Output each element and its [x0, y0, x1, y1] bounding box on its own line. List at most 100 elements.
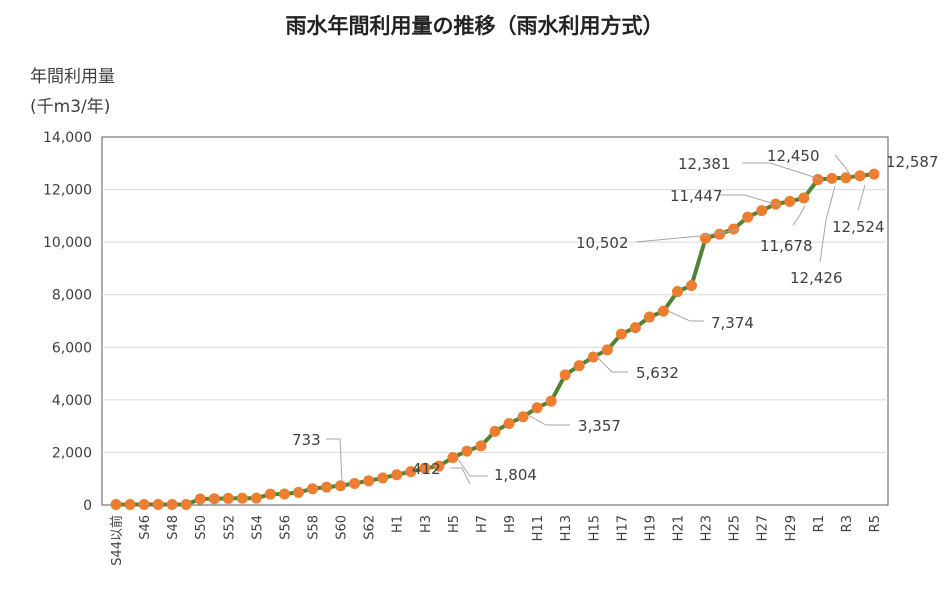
y-tick-label: 8,000	[52, 288, 92, 304]
data-label-leader	[595, 355, 628, 373]
data-label: 11,447	[670, 187, 723, 205]
data-point	[475, 440, 487, 452]
data-label: 11,678	[760, 237, 813, 255]
data-point	[433, 460, 445, 472]
x-tick-label: S54	[250, 515, 265, 540]
x-tick-label: H13	[559, 515, 574, 541]
x-tick-label: H21	[671, 515, 686, 541]
data-point	[278, 488, 290, 500]
x-tick-label: H25	[728, 515, 743, 541]
x-tick-label: S60	[335, 515, 350, 540]
data-point	[643, 311, 655, 323]
data-point	[854, 170, 866, 182]
x-tick-label: H23	[700, 515, 715, 541]
data-point	[826, 172, 838, 184]
x-tick-label: S50	[194, 515, 209, 540]
data-point	[503, 418, 515, 430]
data-label-leader	[456, 457, 488, 477]
data-label: 12,426	[790, 269, 843, 287]
data-point	[587, 351, 599, 363]
data-point	[517, 411, 529, 423]
data-point	[250, 492, 262, 504]
data-point	[236, 492, 248, 504]
plot-frame	[101, 136, 889, 506]
data-label: 12,381	[678, 155, 731, 173]
x-tick-label: S48	[166, 515, 181, 540]
data-label: 3,357	[578, 417, 621, 435]
y-tick-label: 14,000	[43, 130, 92, 146]
data-point	[686, 280, 698, 292]
data-point	[545, 395, 557, 407]
data-point	[335, 480, 347, 492]
y-tick-label: 6,000	[52, 340, 92, 356]
data-point	[615, 328, 627, 340]
data-point	[714, 228, 726, 240]
data-point	[798, 192, 810, 204]
data-point	[756, 205, 768, 217]
x-tick-label: H15	[587, 515, 602, 541]
data-point	[671, 286, 683, 298]
data-label: 412	[412, 460, 441, 478]
data-label-leader	[792, 205, 806, 226]
data-point	[208, 493, 220, 505]
data-point	[601, 344, 613, 356]
data-point	[742, 211, 754, 223]
data-label-leader	[834, 154, 852, 177]
data-point	[559, 369, 571, 381]
data-point	[124, 498, 136, 510]
data-label-leader	[635, 229, 739, 243]
data-label-leader	[819, 185, 836, 263]
x-tick-label: H9	[503, 515, 518, 533]
y-tick-label: 12,000	[43, 183, 92, 199]
data-point	[728, 223, 740, 235]
series-line	[116, 172, 875, 507]
data-label-leader	[742, 162, 821, 180]
x-tick-label: R5	[868, 515, 883, 532]
x-tick-label: H5	[447, 515, 462, 533]
x-tick-label: H29	[784, 515, 799, 541]
data-point	[784, 195, 796, 207]
x-tick-label: S58	[307, 515, 322, 540]
data-point	[194, 493, 206, 505]
data-point	[391, 469, 403, 481]
data-point	[629, 322, 641, 334]
y-tick-label: 10,000	[43, 235, 92, 251]
data-point	[489, 425, 501, 437]
x-tick-label: S62	[363, 515, 378, 540]
data-label-leader	[719, 194, 779, 206]
x-tick-label: H17	[615, 515, 630, 541]
data-point	[110, 498, 122, 510]
data-point	[447, 452, 459, 464]
data-point	[531, 402, 543, 414]
x-tick-label: S46	[138, 515, 153, 540]
y-tick-label: 4,000	[52, 393, 92, 409]
data-label: 733	[292, 431, 321, 449]
data-point	[363, 475, 375, 487]
data-label-leader	[527, 414, 570, 426]
x-tick-label: R3	[840, 515, 855, 532]
data-label-leader	[450, 467, 471, 485]
data-label-leader	[326, 438, 343, 483]
x-tick-label: H1	[391, 515, 406, 533]
data-point	[166, 498, 178, 510]
data-label: 12,524	[832, 218, 885, 236]
data-label: 1,804	[494, 466, 537, 484]
data-label-leader	[667, 310, 704, 322]
data-label: 10,502	[576, 234, 629, 252]
x-tick-label: S56	[278, 515, 293, 540]
data-point	[180, 498, 192, 510]
data-label: 12,450	[767, 147, 820, 165]
data-label-leader	[857, 184, 866, 211]
data-point	[419, 462, 431, 474]
data-point	[222, 492, 234, 504]
x-tick-label: R1	[812, 515, 827, 532]
y-tick-label: 0	[83, 498, 92, 514]
data-label: 7,374	[711, 314, 754, 332]
data-point	[840, 172, 852, 184]
chart-title: 雨水年間利用量の推移（雨水利用方式）	[285, 14, 664, 38]
data-point	[292, 486, 304, 498]
data-point	[377, 472, 389, 484]
x-tick-label: H11	[531, 515, 546, 541]
data-point	[264, 488, 276, 500]
